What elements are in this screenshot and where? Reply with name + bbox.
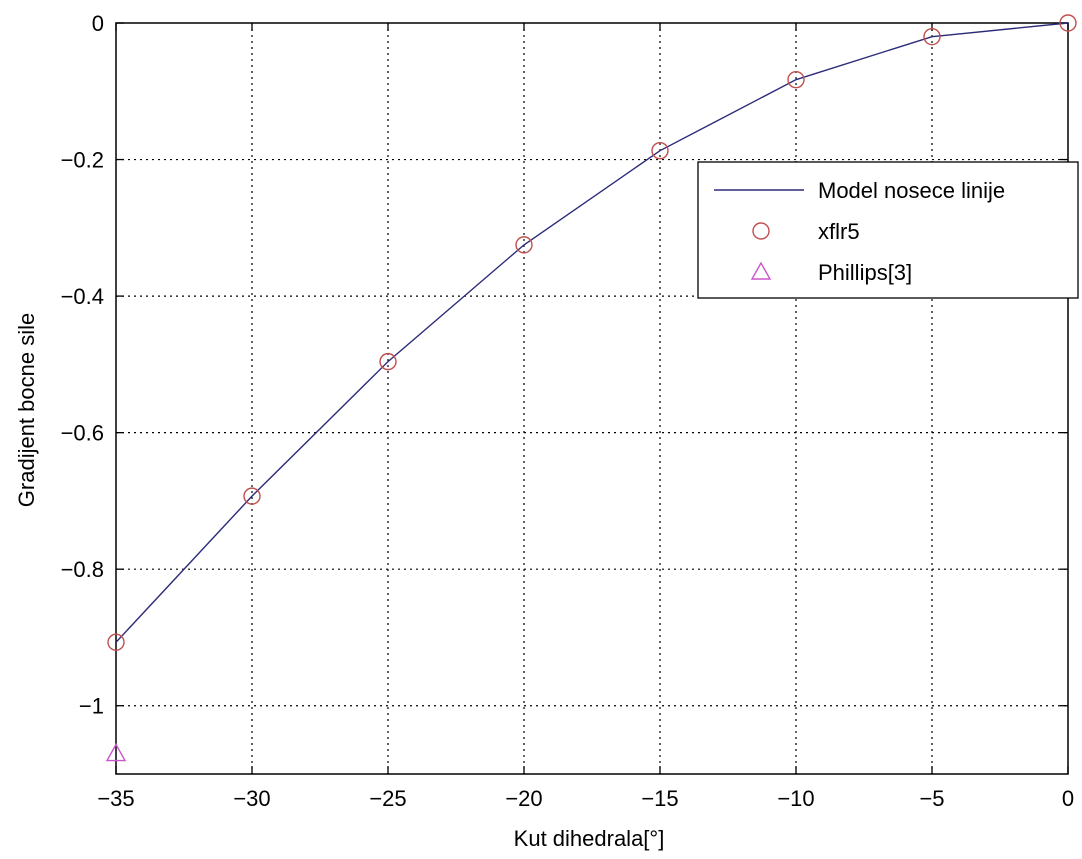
data-point-xflr5	[243, 487, 261, 505]
x-tick-label: −10	[777, 786, 814, 811]
plot-frame	[115, 22, 1069, 775]
y-tick-label: 0	[92, 11, 104, 36]
x-tick-label: −20	[505, 786, 542, 811]
legend-label: xflr5	[818, 219, 860, 244]
x-tick-label: 0	[1062, 786, 1074, 811]
data-point-xflr5	[651, 141, 669, 160]
x-tick-label: −35	[97, 786, 134, 811]
legend-label: Phillips[3]	[818, 260, 912, 285]
legend: Model nosece linije xflr5 Phillips[3]	[697, 161, 1079, 299]
series-layer	[105, 14, 1077, 762]
data-point-xflr5	[787, 70, 805, 89]
y-tick-label: −0.6	[61, 421, 104, 446]
data-point-xflr5	[515, 236, 533, 254]
y-tick-label: −0.8	[61, 557, 104, 582]
x-tick-label: −15	[641, 786, 678, 811]
data-point-xflr5	[923, 27, 941, 46]
legend-swatch-triangle	[750, 261, 772, 280]
x-tick-label: −25	[369, 786, 406, 811]
legend-label: Model nosece linije	[818, 178, 1005, 203]
x-tick-label: −30	[233, 786, 270, 811]
data-point-xflr5	[379, 352, 397, 371]
data-point-xflr5	[107, 633, 125, 651]
y-axis-title: Gradijent bocne sile	[14, 313, 39, 507]
y-tick-label: −1	[79, 694, 104, 719]
legend-box	[697, 161, 1079, 299]
legend-swatch-circle	[752, 222, 770, 240]
x-axis-title: Kut dihedrala[°]	[514, 826, 665, 851]
series-line-model-nosece-linije	[115, 22, 1069, 643]
y-tick-label: −0.2	[61, 148, 104, 173]
data-point-phillips	[105, 743, 127, 762]
grid-layer	[116, 23, 1068, 774]
data-point-xflr5	[1059, 14, 1077, 32]
axes-layer: −35 −30 −25 −20 −15 −10 −5 0 0 −0.2 −0.4 −0.6 −0.8 −1	[61, 11, 1075, 811]
y-tick-label: −0.4	[61, 284, 104, 309]
x-tick-label: −5	[919, 786, 944, 811]
